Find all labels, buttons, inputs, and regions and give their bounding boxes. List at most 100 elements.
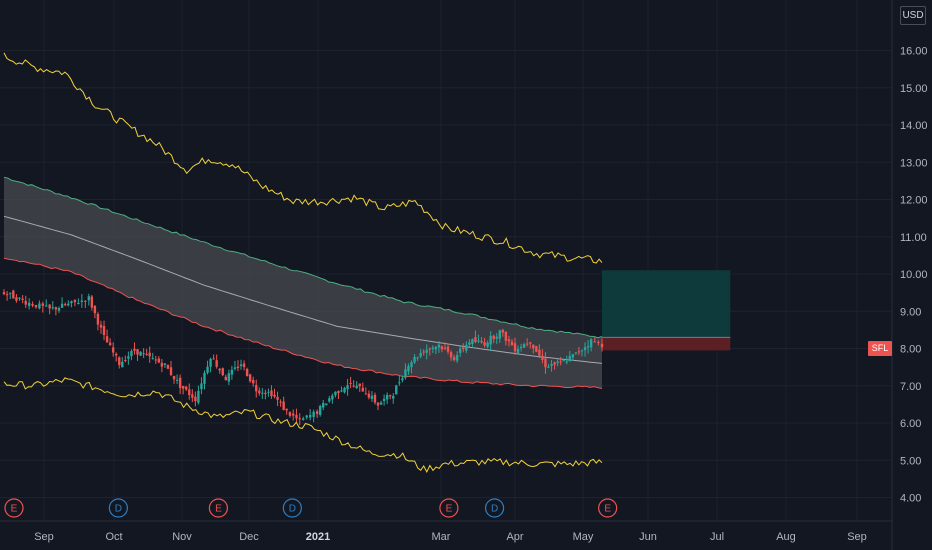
- y-tick-label: 12.00: [900, 195, 928, 207]
- candle-body: [318, 405, 322, 415]
- candle-body: [130, 350, 133, 357]
- candle-body: [258, 390, 261, 394]
- candle-body: [80, 300, 84, 302]
- target-zone[interactable]: [602, 270, 731, 338]
- candle-body: [525, 343, 529, 345]
- candle-body: [449, 352, 453, 358]
- symbol-price-badge: SFL: [868, 341, 892, 356]
- channel-mid-line: [3, 215, 603, 364]
- candle-body: [60, 303, 64, 308]
- candle-body: [434, 346, 438, 350]
- candle-body: [452, 357, 456, 361]
- candle-body: [99, 324, 103, 328]
- candle-body: [194, 396, 197, 402]
- candle-body: [385, 394, 389, 400]
- candle-body: [45, 305, 48, 307]
- x-tick-label: Jun: [639, 531, 657, 543]
- candle-body: [468, 342, 471, 345]
- candle-body: [51, 307, 54, 309]
- outer-upper-band: [3, 52, 603, 264]
- candle-body: [212, 358, 215, 360]
- candle-body: [376, 402, 380, 406]
- stop-zone[interactable]: [602, 337, 731, 351]
- candle-body: [422, 351, 425, 353]
- candle-body: [191, 394, 194, 398]
- candle-body: [553, 362, 556, 365]
- y-tick-label: 6.00: [900, 418, 921, 430]
- long-position-zones[interactable]: [602, 270, 731, 351]
- candle-body: [364, 393, 368, 395]
- y-tick-label: 11.00: [900, 232, 927, 244]
- candle-body: [63, 304, 67, 306]
- x-tick-label: Sep: [34, 531, 54, 543]
- candle-body: [337, 390, 340, 394]
- candle-body: [169, 367, 173, 375]
- earnings-marker[interactable]: E: [598, 498, 618, 518]
- candle-body: [200, 383, 203, 390]
- candle-body: [84, 300, 87, 302]
- candle-body: [370, 395, 374, 399]
- y-tick-label: 10.00: [900, 269, 928, 281]
- candle-body: [513, 343, 517, 352]
- candle-body: [215, 360, 218, 367]
- candle-body: [15, 297, 18, 301]
- marker-label: E: [215, 504, 222, 515]
- marker-label: E: [446, 504, 453, 515]
- candle-body: [597, 342, 600, 344]
- marker-circle: [484, 498, 505, 518]
- candle-body: [507, 339, 511, 342]
- candle-body: [305, 415, 308, 418]
- marker-circle: [598, 498, 618, 518]
- outer-lower-band: [3, 377, 603, 474]
- candle-body: [264, 392, 267, 395]
- candle-body: [358, 383, 361, 387]
- candle-body: [118, 357, 121, 366]
- candle-body: [416, 357, 419, 359]
- candle-body: [495, 336, 498, 339]
- candle-body: [446, 346, 450, 352]
- candle-body: [270, 390, 273, 397]
- candle-body: [392, 396, 395, 399]
- candle-body: [197, 390, 200, 403]
- candle-body: [346, 385, 349, 390]
- channel-upper-line: [3, 176, 603, 339]
- candle-body: [87, 296, 91, 301]
- marker-circle: [208, 498, 229, 518]
- candle-body: [18, 297, 21, 299]
- x-tick-label: Nov: [172, 531, 192, 543]
- earnings-marker[interactable]: E: [439, 498, 459, 518]
- candle-body: [38, 303, 41, 309]
- dividend-marker[interactable]: D: [484, 498, 505, 518]
- candle-body: [93, 305, 97, 314]
- price-axis[interactable]: 16.00 15.00 14.00 13.00 12.00 11.00 10.00 9.00 8…: [900, 46, 928, 505]
- y-tick-label: 13.00: [900, 157, 928, 169]
- earnings-marker[interactable]: E: [208, 498, 229, 518]
- candle-body: [556, 361, 559, 363]
- dividend-marker[interactable]: D: [282, 498, 302, 518]
- candle-body: [34, 305, 38, 308]
- dividend-marker[interactable]: D: [108, 498, 128, 518]
- candle-body: [139, 351, 142, 356]
- marker-label: E: [604, 504, 611, 515]
- candle-body: [302, 418, 305, 420]
- candle-body: [600, 343, 604, 348]
- earnings-marker[interactable]: E: [4, 498, 24, 518]
- candle-body: [145, 353, 148, 355]
- candle-body: [471, 339, 474, 345]
- time-axis[interactable]: Sep Oct Nov Dec 2021 Mar Apr May Jun Jul Aug Sep: [34, 531, 867, 543]
- marker-label: D: [115, 504, 122, 515]
- candle-body: [108, 342, 112, 346]
- candle-body: [77, 303, 80, 305]
- candle-body: [279, 401, 282, 403]
- candle-body: [443, 347, 447, 349]
- candle-body: [562, 360, 565, 362]
- currency-button[interactable]: USD: [900, 6, 926, 25]
- x-tick-label: Dec: [239, 531, 259, 543]
- candle-body: [70, 301, 73, 304]
- candle-body: [292, 413, 295, 416]
- candle-body: [340, 390, 343, 392]
- x-tick-label: May: [573, 531, 594, 543]
- candle-body: [388, 395, 392, 397]
